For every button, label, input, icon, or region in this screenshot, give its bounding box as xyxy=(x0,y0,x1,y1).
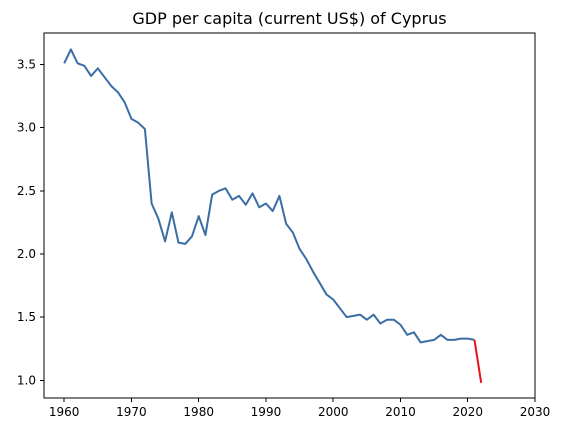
series-group xyxy=(63,48,483,383)
y-tick-label: 3.0 xyxy=(17,121,36,135)
x-tick-label: 1960 xyxy=(49,405,80,419)
x-tick-label: 1990 xyxy=(251,405,282,419)
forecast-series-line xyxy=(473,339,483,383)
x-tick-label: 2030 xyxy=(520,405,551,419)
y-tick-label: 2.5 xyxy=(17,184,36,198)
gdp-series-line xyxy=(63,48,475,344)
plot-area xyxy=(43,32,536,399)
y-tick-label: 1.5 xyxy=(17,310,36,324)
x-axis: 1960 1970 1980 1990 2000 2010 2020 2030 xyxy=(49,398,550,419)
y-tick-label: 2.0 xyxy=(17,247,36,261)
x-tick-label: 2000 xyxy=(318,405,349,419)
x-tick-label: 1970 xyxy=(116,405,147,419)
x-tick-label: 2010 xyxy=(385,405,416,419)
y-tick-label: 1.0 xyxy=(17,373,36,387)
plot-frame xyxy=(43,32,536,399)
x-tick-label: 2020 xyxy=(452,405,483,419)
x-tick-label: 1980 xyxy=(183,405,214,419)
chart-title: GDP per capita (current US$) of Cyprus xyxy=(132,9,446,28)
y-axis: 1.0 1.5 2.0 2.5 3.0 3.5 xyxy=(17,58,44,387)
y-tick-label: 3.5 xyxy=(17,58,36,72)
